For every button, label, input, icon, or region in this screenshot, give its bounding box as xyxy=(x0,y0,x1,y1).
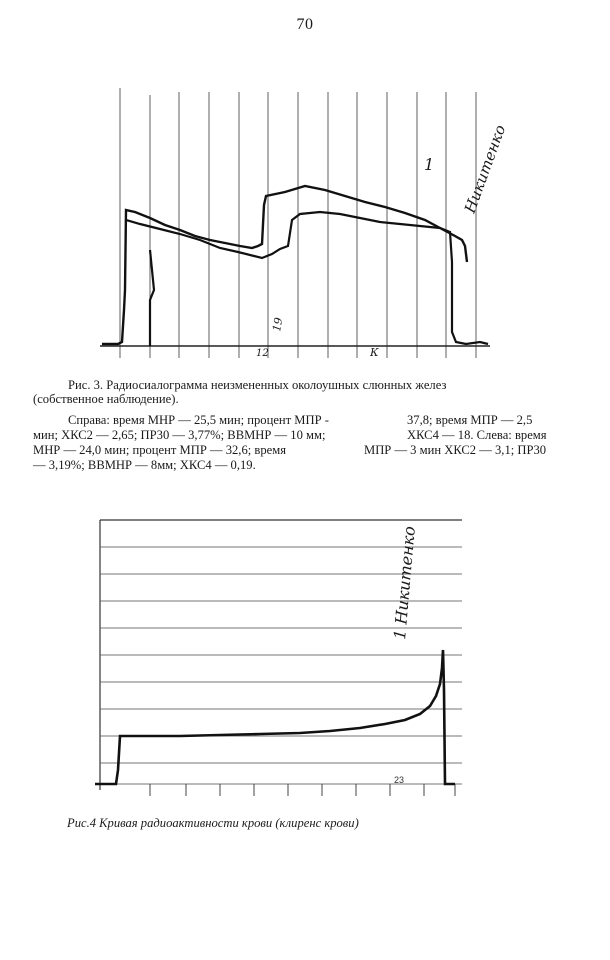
fig3-curve-left xyxy=(125,210,489,346)
fig3-curve-mark: 1 xyxy=(424,155,434,174)
fig4-time-ticks xyxy=(149,784,456,796)
fig4-grid xyxy=(100,546,462,785)
fig4-curve xyxy=(95,649,455,786)
details-line2-right: ХКС4 — 18. Слева: время xyxy=(407,428,547,442)
fig4-frame xyxy=(99,519,462,790)
details-line1-left: Справа: время МНР — 25,5 мин; процент МП… xyxy=(68,413,329,427)
fig4-signature: 1 Никитенко xyxy=(390,525,419,640)
details-line1-right: 37,8; время МПР — 2,5 xyxy=(407,413,533,427)
figure-3-details: Справа: время МНР — 25,5 мин; процент МП… xyxy=(33,413,578,479)
figure-3-caption-line1: Рис. 3. Радиосиалограмма неизмененных ок… xyxy=(68,378,447,392)
details-line2-left: мин; ХКС2 — 2,65; ПР30 — 3,77%; ВВМНР — … xyxy=(33,428,326,442)
figure-3-radiosialogram: Никитенко 1 12 19 К xyxy=(100,88,510,359)
fig4-axis-mark-23: 23 xyxy=(394,775,404,785)
figure-4-caption: Рис.4 Кривая радиоактивности крови (клир… xyxy=(67,816,359,830)
fig3-signature: Никитенко xyxy=(461,122,510,216)
fig3-grid xyxy=(119,88,477,358)
details-line3-left: МНР — 24,0 мин; процент МПР — 32,6; врем… xyxy=(33,443,286,457)
figure-3-caption: Рис. 3. Радиосиалограмма неизмененных ок… xyxy=(33,378,573,406)
page-number: 70 xyxy=(296,16,314,33)
details-line3-right: МПР — 3 мин ХКС2 — 3,1; ПР30 xyxy=(364,443,547,457)
figure-3-caption-line2: (собственное наблюдение). xyxy=(33,392,179,406)
fig3-axis-mark-k: К xyxy=(369,346,379,359)
details-line4: — 3,19%; ВВМНР — 8мм; ХКС4 — 0,19. xyxy=(33,458,256,472)
fig3-axis-mark-19: 19 xyxy=(270,316,285,332)
fig3-axis-mark-12: 12 xyxy=(256,348,269,359)
fig3-curve-right xyxy=(102,184,469,346)
